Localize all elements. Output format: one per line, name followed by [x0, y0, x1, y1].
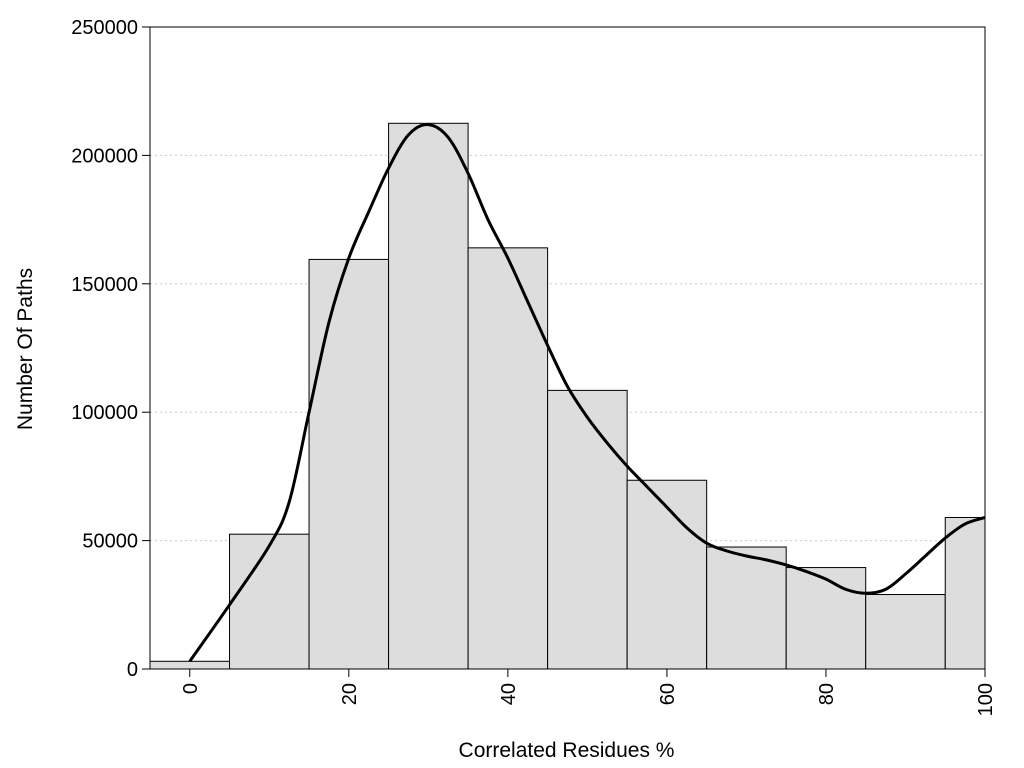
- y-tick-label-2: 100000: [71, 402, 138, 424]
- plot-frame: [149, 26, 986, 670]
- x-tick-label-4: 80: [816, 683, 838, 705]
- y-tick-label-1: 50000: [82, 531, 138, 553]
- y-axis-title: Number Of Paths: [14, 268, 37, 430]
- x-tick-label-0: 0: [180, 683, 202, 694]
- histogram-bars: [149, 122, 986, 670]
- y-tick-label-0: 0: [127, 659, 138, 681]
- bar-1: [229, 533, 310, 670]
- bar-8: [785, 567, 867, 670]
- density-curve: [188, 123, 986, 663]
- bar-0: [149, 660, 231, 670]
- bar-4: [467, 247, 549, 670]
- x-tick-label-1: 20: [339, 683, 361, 705]
- y-tick-label-5: 250000: [71, 17, 138, 39]
- y-tick-label-3: 150000: [71, 274, 138, 296]
- bar-2: [308, 258, 390, 670]
- x-tick-label-5: 100: [975, 683, 997, 716]
- x-axis-title: Correlated Residues %: [459, 739, 675, 762]
- bar-3: [388, 122, 469, 670]
- x-tick-label-3: 60: [657, 683, 679, 705]
- y-tick-label-4: 200000: [71, 145, 138, 167]
- y-axis-ticks: 0 50000 100000 150000 200000 250000: [71, 17, 150, 681]
- bar-6: [626, 479, 708, 670]
- gridlines: [150, 154, 985, 542]
- bar-9: [865, 594, 946, 670]
- bar-10: [944, 516, 986, 670]
- x-axis-ticks: 0 20 40 60 80 100: [180, 669, 997, 716]
- bar-7: [706, 546, 787, 670]
- bar-5: [547, 389, 628, 670]
- x-tick-label-2: 40: [498, 683, 520, 705]
